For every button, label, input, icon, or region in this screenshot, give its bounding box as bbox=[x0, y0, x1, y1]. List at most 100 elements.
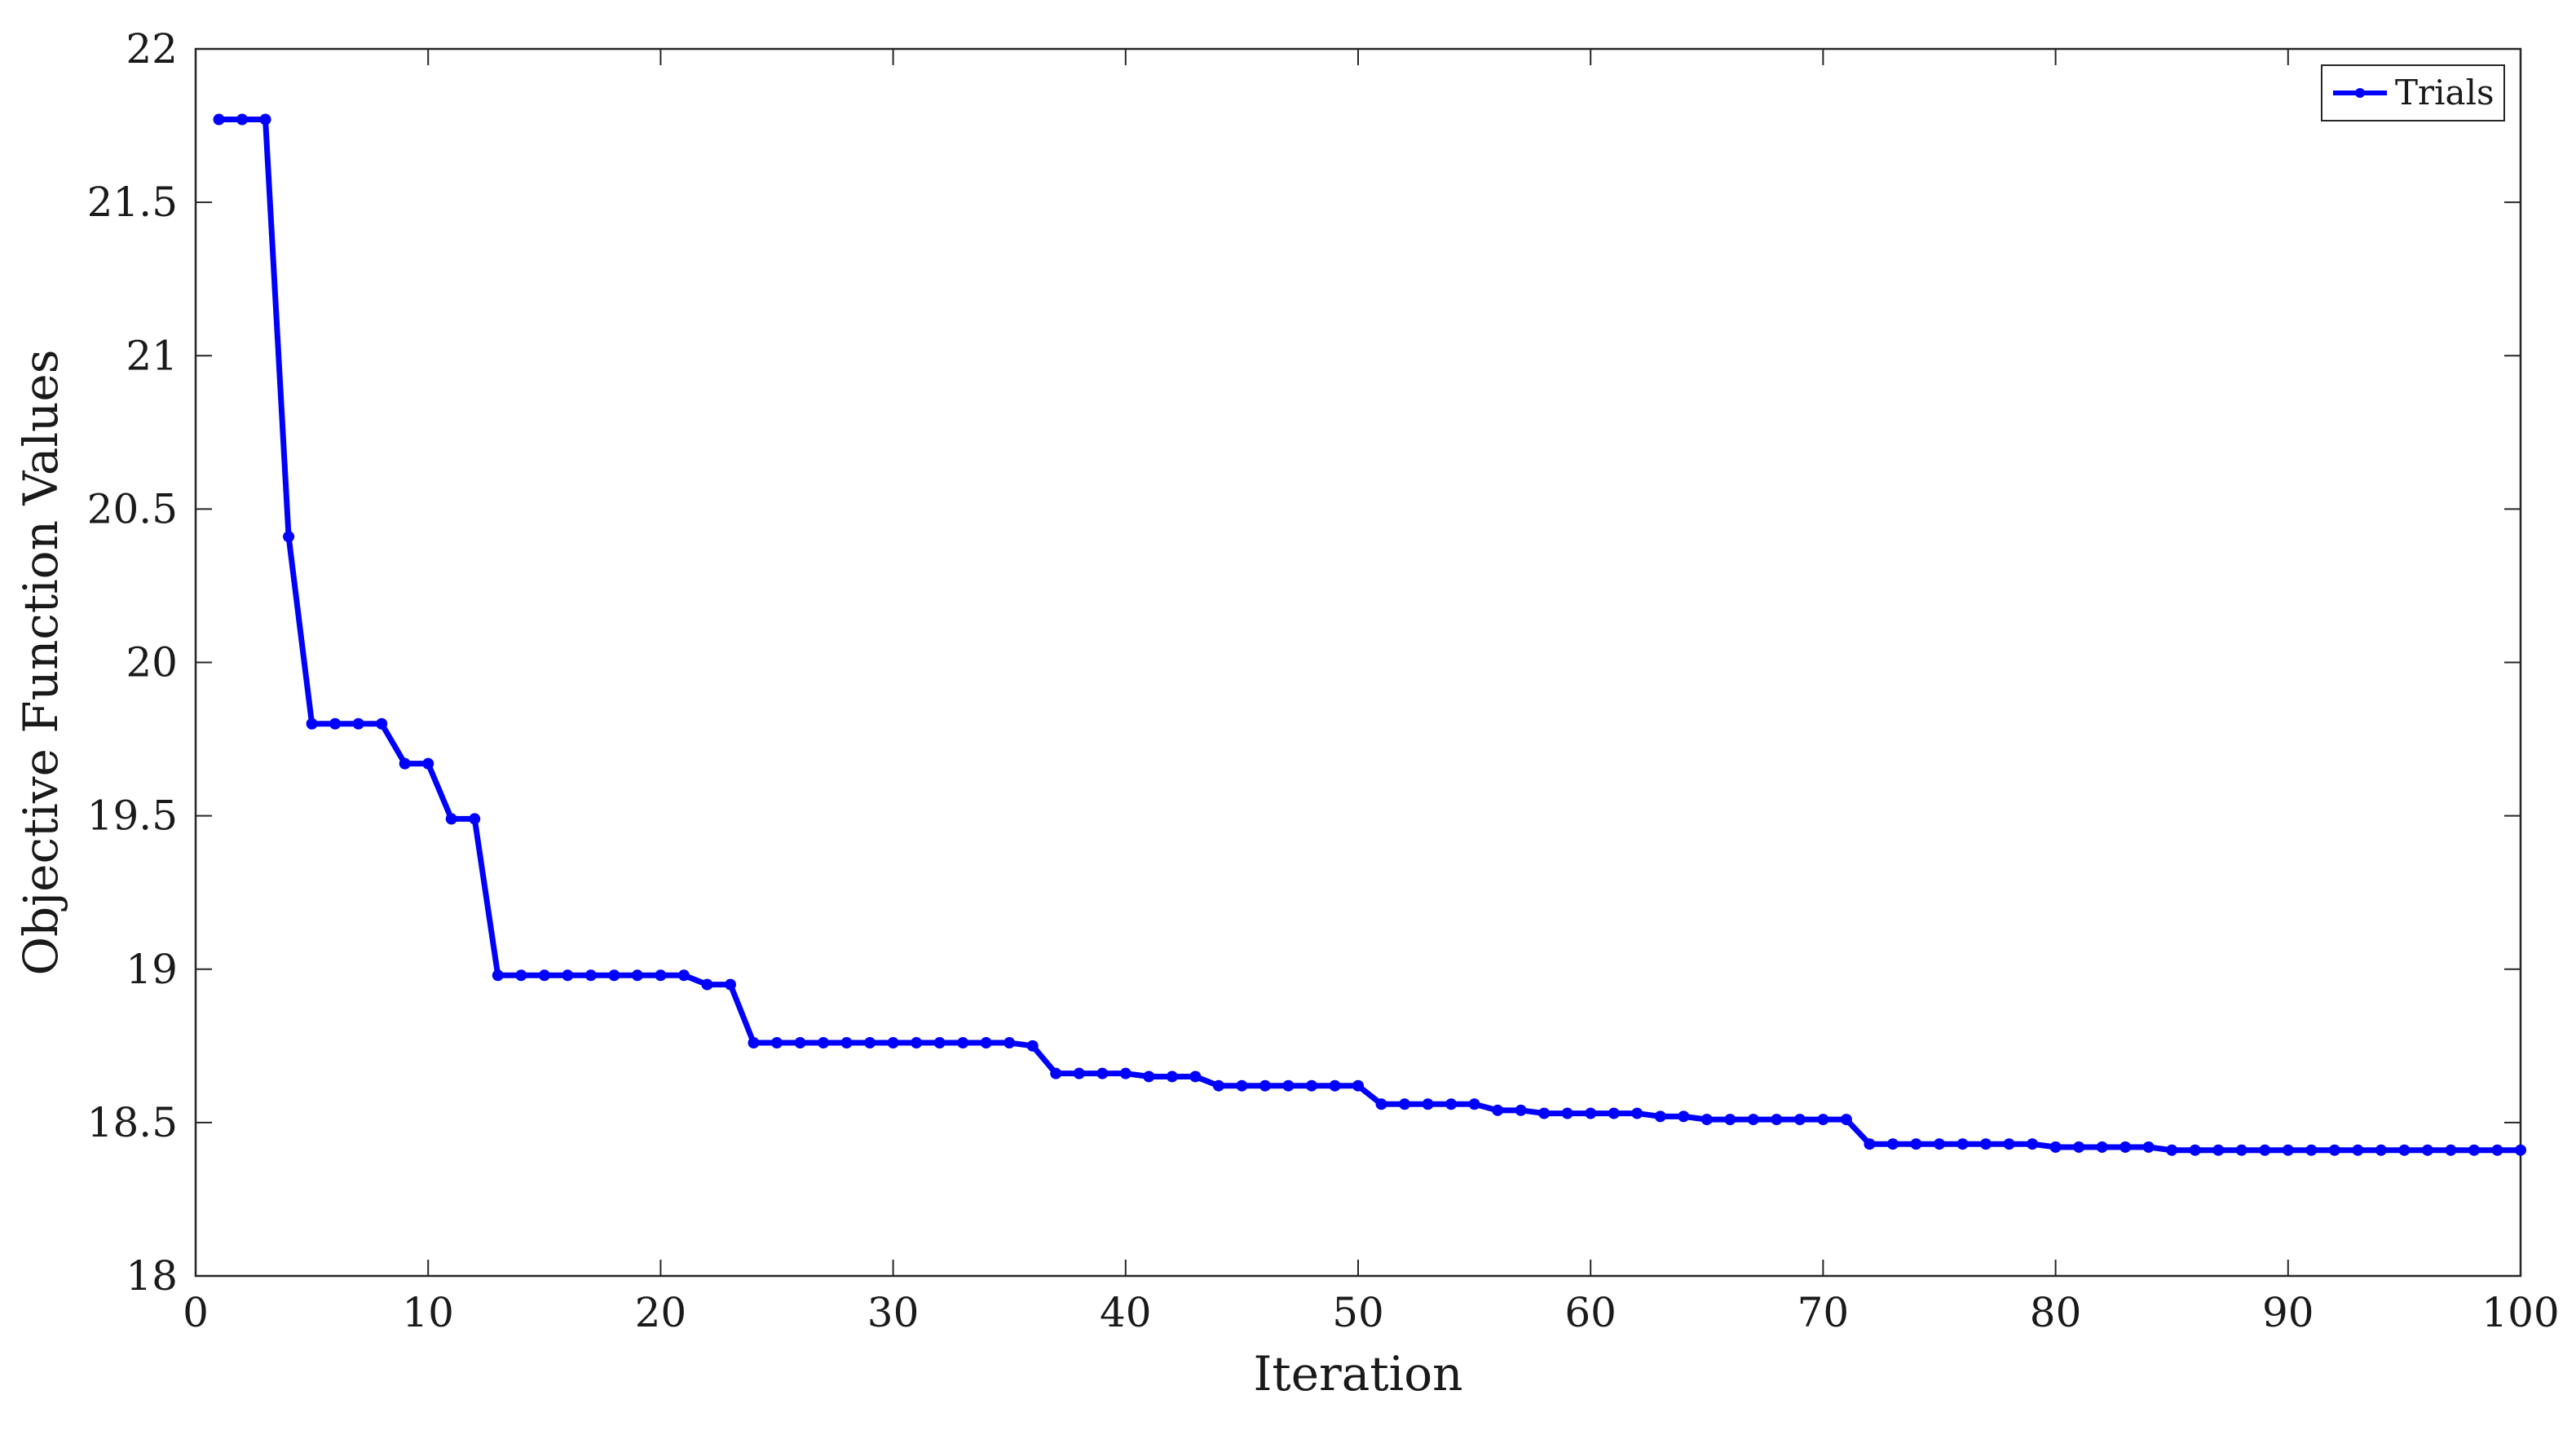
y-tick-label: 19 bbox=[126, 946, 178, 993]
data-point bbox=[283, 531, 295, 543]
data-point bbox=[1212, 1079, 1224, 1092]
data-point bbox=[1119, 1067, 1131, 1079]
data-point bbox=[422, 757, 434, 770]
x-tick-label: 0 bbox=[183, 1289, 209, 1336]
data-point bbox=[259, 113, 271, 126]
data-point bbox=[608, 969, 620, 982]
y-tick-label: 22 bbox=[126, 25, 178, 73]
data-point bbox=[2282, 1144, 2294, 1156]
data-point bbox=[1003, 1037, 1016, 1049]
data-point bbox=[1700, 1114, 1713, 1126]
data-point bbox=[655, 969, 667, 982]
y-axis-ticks: 18 18.5 19 19.5 20 20.5 21 21.5 22 bbox=[87, 25, 2521, 1300]
data-point bbox=[2142, 1141, 2155, 1153]
data-point bbox=[1329, 1079, 1341, 1092]
data-point bbox=[1189, 1070, 1202, 1083]
data-point bbox=[1259, 1079, 1271, 1092]
data-point bbox=[1864, 1138, 1876, 1150]
data-point bbox=[236, 113, 249, 126]
data-point bbox=[1026, 1040, 1039, 1052]
data-point bbox=[1515, 1104, 1527, 1116]
data-point bbox=[2305, 1144, 2318, 1156]
data-point bbox=[2235, 1144, 2247, 1156]
x-tick-label: 70 bbox=[1797, 1289, 1850, 1336]
data-point bbox=[306, 717, 318, 730]
data-point bbox=[2119, 1141, 2132, 1153]
data-point bbox=[1492, 1104, 1504, 1116]
data-point bbox=[2073, 1141, 2085, 1153]
x-tick-label: 30 bbox=[867, 1289, 920, 1336]
y-tick-label: 20.5 bbox=[87, 485, 178, 532]
data-point bbox=[1934, 1138, 1945, 1150]
data-point bbox=[213, 113, 225, 126]
data-point bbox=[1050, 1067, 1062, 1079]
data-point bbox=[1631, 1107, 1643, 1119]
y-tick-label: 19.5 bbox=[87, 792, 178, 840]
data-point bbox=[2259, 1144, 2271, 1156]
data-point bbox=[1608, 1107, 1620, 1119]
data-point bbox=[1724, 1114, 1736, 1126]
series-line-trials bbox=[216, 117, 2524, 1154]
data-point bbox=[1468, 1098, 1480, 1110]
x-tick-label: 50 bbox=[1332, 1289, 1384, 1336]
data-point bbox=[2096, 1141, 2108, 1153]
data-point bbox=[2421, 1144, 2433, 1156]
data-point bbox=[2398, 1144, 2411, 1156]
data-point bbox=[1840, 1114, 1852, 1126]
data-point bbox=[1399, 1098, 1411, 1110]
data-point bbox=[376, 717, 388, 730]
x-axis-title: Iteration bbox=[1254, 1346, 1463, 1401]
data-point bbox=[2491, 1144, 2503, 1156]
data-point bbox=[2328, 1144, 2340, 1156]
data-point bbox=[864, 1037, 876, 1049]
data-point bbox=[584, 969, 597, 982]
data-point bbox=[1956, 1138, 1969, 1150]
data-point bbox=[911, 1037, 923, 1049]
data-point bbox=[2445, 1144, 2457, 1156]
data-point bbox=[1422, 1098, 1434, 1110]
x-tick-label: 100 bbox=[2481, 1289, 2559, 1336]
data-point bbox=[957, 1037, 969, 1049]
series-layer bbox=[213, 113, 2526, 1156]
data-point bbox=[2212, 1144, 2225, 1156]
data-point bbox=[2468, 1144, 2480, 1156]
data-point bbox=[631, 969, 643, 982]
data-point bbox=[887, 1037, 899, 1049]
data-point bbox=[1096, 1067, 1109, 1079]
data-point bbox=[352, 717, 364, 730]
data-point bbox=[724, 978, 736, 991]
legend: Trials bbox=[2321, 64, 2505, 121]
data-point bbox=[562, 969, 574, 982]
data-point bbox=[1352, 1079, 1364, 1092]
x-tick-label: 10 bbox=[402, 1289, 454, 1336]
data-point bbox=[794, 1037, 806, 1049]
data-point bbox=[1886, 1138, 1899, 1150]
data-point bbox=[1678, 1110, 1690, 1123]
data-point bbox=[445, 813, 457, 825]
data-point bbox=[2049, 1141, 2062, 1153]
data-point bbox=[1538, 1107, 1550, 1119]
data-point bbox=[818, 1037, 830, 1049]
y-tick-label: 18.5 bbox=[87, 1099, 178, 1146]
x-tick-label: 60 bbox=[1564, 1289, 1617, 1336]
y-tick-label: 20 bbox=[126, 639, 178, 686]
data-point bbox=[1793, 1114, 1806, 1126]
data-point bbox=[1236, 1079, 1248, 1092]
data-point bbox=[1817, 1114, 1829, 1126]
legend-label-trials: Trials bbox=[2395, 73, 2494, 113]
data-point bbox=[1282, 1079, 1295, 1092]
data-point bbox=[1305, 1079, 1317, 1092]
data-point bbox=[1910, 1138, 1922, 1150]
data-point bbox=[492, 969, 504, 982]
data-point bbox=[1445, 1098, 1458, 1110]
data-point bbox=[840, 1037, 853, 1049]
data-point bbox=[1073, 1067, 1085, 1079]
data-point bbox=[1585, 1107, 1597, 1119]
data-point bbox=[771, 1037, 783, 1049]
data-point bbox=[701, 978, 713, 991]
data-point bbox=[1375, 1098, 1387, 1110]
x-tick-label: 20 bbox=[635, 1289, 687, 1336]
data-point bbox=[2166, 1144, 2178, 1156]
